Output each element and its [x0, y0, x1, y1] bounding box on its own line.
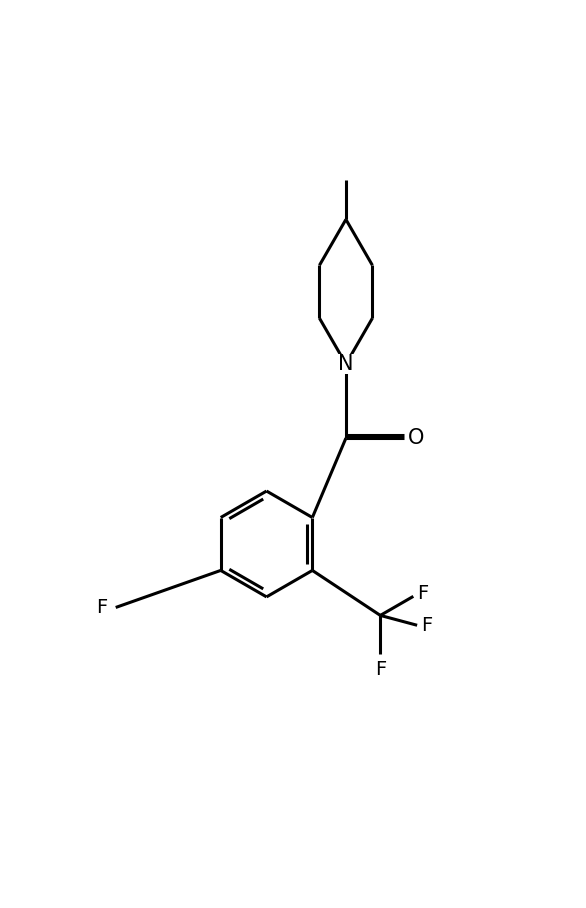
Text: F: F	[421, 616, 432, 635]
Text: N: N	[338, 354, 354, 374]
Text: F: F	[97, 598, 108, 617]
Text: O: O	[408, 429, 425, 449]
Text: F: F	[374, 660, 386, 679]
Text: F: F	[417, 584, 428, 603]
